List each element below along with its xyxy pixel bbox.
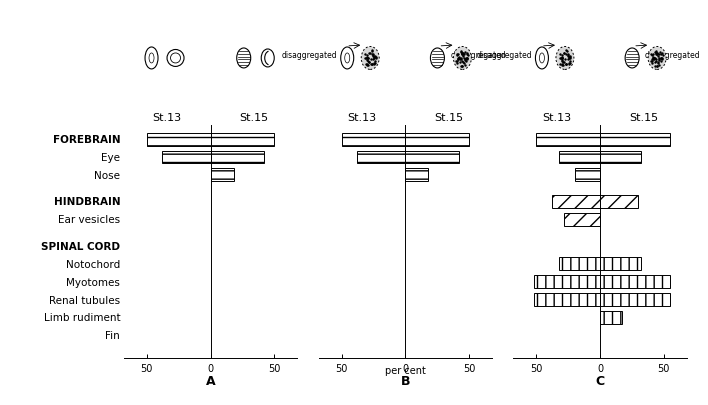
Bar (211, 151, 264, 164)
Bar (600, 311, 622, 324)
Text: Eye: Eye (101, 153, 120, 162)
Bar (357, 151, 405, 164)
Text: disaggregated: disaggregated (645, 51, 701, 60)
Text: Notochord: Notochord (66, 259, 120, 269)
Bar (574, 169, 600, 182)
Bar (536, 133, 600, 146)
Bar (405, 169, 428, 182)
Text: Fin: Fin (105, 330, 120, 340)
Bar (559, 151, 600, 164)
Text: Myotomes: Myotomes (67, 277, 120, 287)
Text: St.13: St.13 (153, 113, 182, 123)
Ellipse shape (453, 47, 472, 70)
Text: HINDBRAIN: HINDBRAIN (54, 197, 120, 207)
Bar (552, 196, 600, 209)
Text: C: C (595, 375, 605, 388)
Bar (559, 258, 600, 271)
Text: St.15: St.15 (239, 113, 268, 123)
Text: FOREBRAIN: FOREBRAIN (52, 135, 120, 145)
Text: St.13: St.13 (348, 113, 377, 123)
Text: A: A (206, 375, 215, 388)
Text: disaggregated: disaggregated (476, 51, 532, 60)
Bar (600, 133, 670, 146)
Ellipse shape (361, 47, 379, 70)
Bar (600, 196, 639, 209)
Bar (162, 151, 211, 164)
Bar (534, 293, 600, 306)
Text: St.13: St.13 (542, 113, 571, 123)
Text: per cent: per cent (385, 366, 426, 375)
Bar (211, 169, 234, 182)
Text: St.15: St.15 (629, 113, 658, 123)
Bar (534, 275, 600, 288)
Bar (211, 133, 275, 146)
Bar (147, 133, 211, 146)
Text: B: B (401, 375, 410, 388)
Bar (405, 151, 459, 164)
Text: Renal tubules: Renal tubules (49, 295, 120, 305)
Text: disaggregated: disaggregated (282, 51, 338, 60)
Bar (341, 133, 405, 146)
Text: Limb rudiment: Limb rudiment (44, 313, 120, 322)
Text: St.15: St.15 (434, 113, 463, 123)
Text: Ear vesicles: Ear vesicles (58, 215, 120, 225)
Ellipse shape (556, 47, 574, 70)
Bar (600, 293, 670, 306)
Bar (600, 258, 641, 271)
Text: disaggregated: disaggregated (450, 51, 506, 60)
Ellipse shape (648, 47, 666, 70)
Text: SPINAL CORD: SPINAL CORD (41, 241, 120, 252)
Bar (405, 133, 469, 146)
Bar (600, 275, 670, 288)
Bar (600, 151, 641, 164)
Bar (564, 213, 600, 226)
Text: Nose: Nose (94, 171, 120, 180)
